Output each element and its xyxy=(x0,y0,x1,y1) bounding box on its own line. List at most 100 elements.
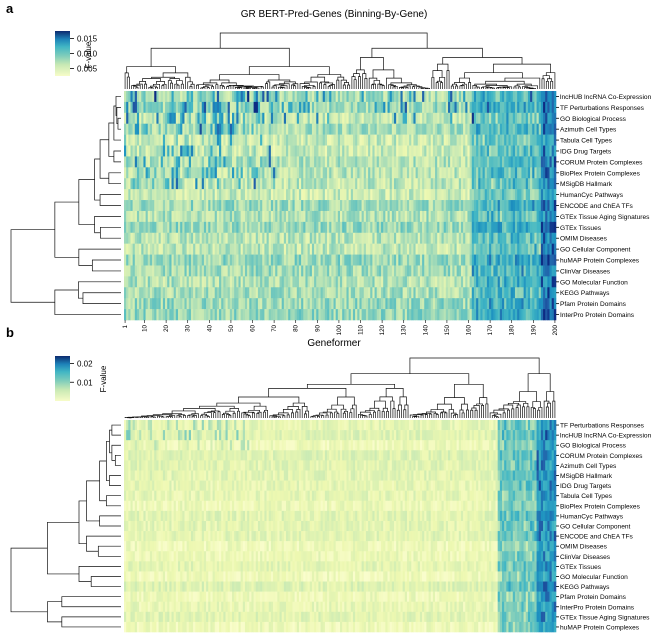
heatmap-cell xyxy=(545,91,547,102)
heatmap-cell xyxy=(442,276,444,287)
heatmap-cell xyxy=(461,156,463,167)
heatmap-cell xyxy=(550,233,552,244)
heatmap-cell xyxy=(217,255,219,266)
heatmap-cell xyxy=(372,91,374,102)
heatmap-cell xyxy=(271,298,273,309)
heatmap-cell xyxy=(532,146,534,157)
heatmap-cell xyxy=(398,244,400,255)
heatmap-cell xyxy=(292,211,294,222)
heatmap-cell xyxy=(411,113,413,124)
heatmap-cell xyxy=(213,298,215,309)
heatmap-cell xyxy=(433,113,435,124)
heatmap-cell xyxy=(500,167,502,178)
heatmap-cell xyxy=(230,156,232,167)
heatmap-cell xyxy=(169,91,171,102)
heatmap-cell xyxy=(359,189,361,200)
heatmap-cell xyxy=(398,255,400,266)
heatmap-cell xyxy=(521,156,523,167)
heatmap-cell xyxy=(537,124,539,135)
heatmap-cell xyxy=(308,211,310,222)
heatmap-cell xyxy=(234,309,236,320)
heatmap-cell xyxy=(429,102,431,113)
heatmap-cell xyxy=(489,222,491,233)
heatmap-cell xyxy=(329,167,331,178)
dendrogram-link xyxy=(507,410,509,418)
heatmap-cell xyxy=(301,91,303,102)
heatmap-cell xyxy=(547,287,549,298)
heatmap-cell xyxy=(232,233,234,244)
heatmap-cell xyxy=(431,255,433,266)
heatmap-cell xyxy=(448,178,450,189)
heatmap-cell xyxy=(500,146,502,157)
heatmap-cell xyxy=(362,211,364,222)
heatmap-cell xyxy=(206,233,208,244)
heatmap-cell xyxy=(273,178,275,189)
heatmap-cell xyxy=(187,113,189,124)
heatmap-cell xyxy=(390,178,392,189)
heatmap-cell xyxy=(534,135,536,146)
heatmap-cell xyxy=(137,298,139,309)
dendrogram-link xyxy=(192,416,194,418)
heatmap-cell xyxy=(193,298,195,309)
heatmap-cell xyxy=(459,113,461,124)
heatmap-cell xyxy=(431,265,433,276)
heatmap-cell xyxy=(537,309,539,320)
heatmap-cell xyxy=(394,135,396,146)
heatmap-cell xyxy=(329,276,331,287)
heatmap-cell xyxy=(156,244,158,255)
heatmap-cell xyxy=(169,211,171,222)
heatmap-cell xyxy=(500,309,502,320)
heatmap-cell xyxy=(508,287,510,298)
heatmap-cell xyxy=(238,167,240,178)
heatmap-cell xyxy=(552,420,554,430)
heatmap-cell xyxy=(251,298,253,309)
dendrogram-link xyxy=(211,87,213,89)
heatmap-cell xyxy=(353,102,355,113)
heatmap-cell xyxy=(478,298,480,309)
dendrogram-link xyxy=(210,80,229,83)
heatmap-cell xyxy=(493,222,495,233)
heatmap-cell xyxy=(442,211,444,222)
heatmap-cell xyxy=(431,167,433,178)
heatmap-cell xyxy=(474,167,476,178)
dendrogram-link xyxy=(62,617,121,627)
heatmap-cell xyxy=(256,135,258,146)
heatmap-cell xyxy=(435,222,437,233)
dendrogram-link xyxy=(393,87,395,89)
heatmap-cell xyxy=(195,420,197,430)
heatmap-cell xyxy=(368,233,370,244)
heatmap-cell xyxy=(403,276,405,287)
heatmap-cell xyxy=(446,124,448,135)
heatmap-cell xyxy=(530,156,532,167)
heatmap-cell xyxy=(502,309,504,320)
heatmap-cell xyxy=(452,189,454,200)
dendrogram-link xyxy=(415,417,417,418)
heatmap-cell xyxy=(375,178,377,189)
heatmap-cell xyxy=(282,124,284,135)
heatmap-cell xyxy=(167,167,169,178)
heatmap-cell xyxy=(550,255,552,266)
dendrogram-link xyxy=(106,496,121,506)
heatmap-cell xyxy=(448,189,450,200)
heatmap-cell xyxy=(213,135,215,146)
heatmap-cell xyxy=(208,135,210,146)
heatmap-cell xyxy=(215,276,217,287)
heatmap-cell xyxy=(400,178,402,189)
heatmap-cell xyxy=(496,91,498,102)
heatmap-cell xyxy=(340,102,342,113)
heatmap-cell xyxy=(398,233,400,244)
dendrogram-link xyxy=(326,415,328,418)
heatmap-cell xyxy=(297,265,299,276)
heatmap-cell xyxy=(517,298,519,309)
dendrogram-link xyxy=(163,73,188,77)
heatmap-cell xyxy=(463,91,465,102)
heatmap-cell xyxy=(532,91,534,102)
heatmap-cell xyxy=(329,233,331,244)
heatmap-cell xyxy=(331,211,333,222)
heatmap-cell xyxy=(305,124,307,135)
heatmap-cell xyxy=(517,200,519,211)
heatmap-cell xyxy=(357,233,359,244)
heatmap-cell xyxy=(446,255,448,266)
heatmap-cell xyxy=(215,244,217,255)
heatmap-cell xyxy=(232,156,234,167)
